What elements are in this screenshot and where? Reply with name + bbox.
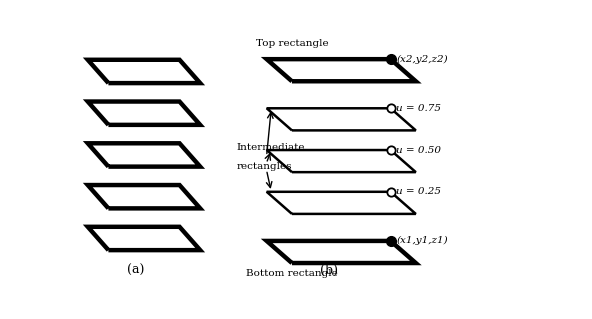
Text: rectangles: rectangles — [237, 162, 292, 171]
Text: (x1,y1,z1): (x1,y1,z1) — [396, 236, 448, 246]
Text: u = 0.75: u = 0.75 — [396, 104, 441, 113]
Text: u = 0.25: u = 0.25 — [396, 187, 441, 196]
Text: Top rectangle: Top rectangle — [256, 39, 328, 48]
Text: (x2,y2,z2): (x2,y2,z2) — [396, 55, 448, 64]
Text: Bottom rectangle: Bottom rectangle — [246, 269, 338, 278]
Text: u = 0.50: u = 0.50 — [396, 145, 441, 154]
Text: (a): (a) — [127, 263, 144, 277]
Text: (b): (b) — [320, 263, 337, 277]
Text: Intermediate: Intermediate — [237, 144, 305, 152]
